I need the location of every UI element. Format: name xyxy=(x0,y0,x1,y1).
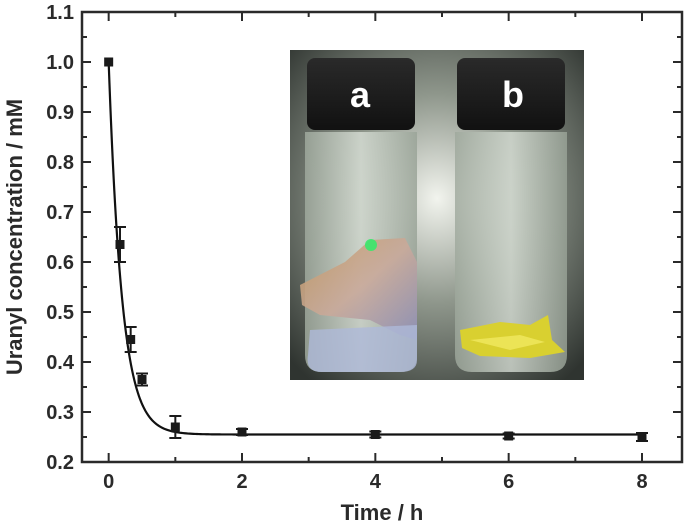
inset-label-a: a xyxy=(350,74,371,115)
x-tick-label: 0 xyxy=(103,471,114,493)
y-tick-label: 1.0 xyxy=(46,52,74,74)
x-tick-label: 4 xyxy=(370,471,382,493)
data-point xyxy=(637,432,647,442)
y-tick-label: 0.7 xyxy=(46,202,74,224)
inset-photo: a b xyxy=(290,50,584,380)
y-tick-label: 1.1 xyxy=(46,2,74,24)
data-points xyxy=(104,57,648,442)
x-tick-label: 2 xyxy=(236,471,247,493)
x-tick-label: 6 xyxy=(503,471,514,493)
y-axis-title: Uranyl concentration / mM xyxy=(2,99,27,375)
data-point xyxy=(170,422,180,432)
y-tick-label: 0.9 xyxy=(46,102,74,124)
data-point xyxy=(237,427,247,437)
x-axis-title: Time / h xyxy=(341,500,424,525)
x-tick-label: 8 xyxy=(636,471,647,493)
inset-label-b: b xyxy=(502,74,524,115)
y-tick-label: 0.8 xyxy=(46,152,74,174)
data-point xyxy=(370,430,380,439)
y-tick-label: 0.2 xyxy=(46,452,74,474)
y-tick-label: 0.6 xyxy=(46,252,74,274)
y-tick-label: 0.4 xyxy=(46,352,75,374)
y-tick-label: 0.5 xyxy=(46,302,74,324)
axes: 0 2 4 6 8 0.2 0.3 0.4 0.5 0.6 0.7 0.8 0.9 1.0 1.1 xyxy=(46,2,684,493)
data-point xyxy=(104,57,114,67)
vial-a: a xyxy=(300,58,417,372)
data-point xyxy=(137,375,147,384)
y-tick-label: 0.3 xyxy=(46,402,74,424)
vial-b: b xyxy=(455,58,567,372)
data-point xyxy=(115,240,125,249)
data-point xyxy=(126,335,136,344)
data-point xyxy=(504,431,514,441)
